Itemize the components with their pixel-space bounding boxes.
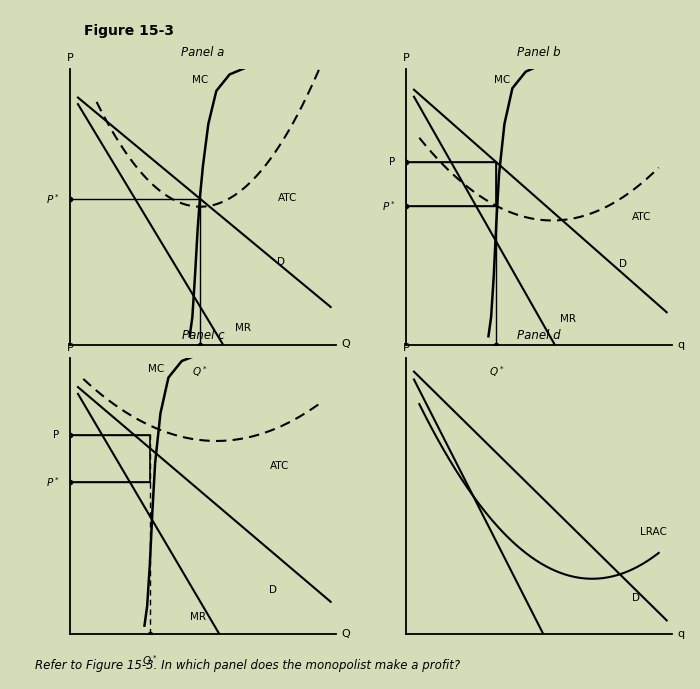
Text: ATC: ATC bbox=[270, 460, 289, 471]
Text: P: P bbox=[66, 342, 74, 353]
Text: Q: Q bbox=[342, 629, 350, 639]
Text: $P^*$: $P^*$ bbox=[46, 192, 60, 206]
Bar bbox=[406, 163, 496, 206]
Text: D: D bbox=[619, 259, 626, 269]
Text: MR: MR bbox=[235, 322, 251, 333]
Text: D: D bbox=[270, 584, 277, 595]
Text: Panel a: Panel a bbox=[181, 45, 225, 59]
Text: Refer to Figure 15-3. In which panel does the monopolist make a profit?: Refer to Figure 15-3. In which panel doe… bbox=[35, 659, 460, 672]
Text: Figure 15-3: Figure 15-3 bbox=[84, 24, 174, 38]
Text: MR: MR bbox=[560, 314, 576, 325]
Text: MR: MR bbox=[190, 612, 206, 622]
Text: MC: MC bbox=[148, 364, 164, 374]
Text: $P^*$: $P^*$ bbox=[46, 475, 60, 489]
Text: Q: Q bbox=[342, 340, 350, 349]
Text: q: q bbox=[678, 629, 685, 639]
Text: P: P bbox=[66, 53, 74, 63]
Text: $Q^*$: $Q^*$ bbox=[142, 653, 158, 668]
Text: ATC: ATC bbox=[632, 212, 652, 223]
Text: q: q bbox=[678, 340, 685, 349]
Text: P: P bbox=[53, 431, 60, 440]
Bar bbox=[70, 435, 150, 482]
Text: $P^*$: $P^*$ bbox=[382, 199, 395, 213]
Text: ATC: ATC bbox=[277, 193, 297, 203]
Text: P: P bbox=[402, 53, 409, 63]
Text: MC: MC bbox=[494, 74, 510, 85]
Text: D: D bbox=[277, 256, 286, 267]
Text: $Q^*$: $Q^*$ bbox=[489, 364, 504, 378]
Text: LRAC: LRAC bbox=[640, 526, 667, 537]
Text: Panel c: Panel c bbox=[182, 329, 224, 342]
Text: MC: MC bbox=[193, 74, 209, 85]
Text: P: P bbox=[389, 157, 396, 167]
Text: $Q^*$: $Q^*$ bbox=[193, 364, 208, 378]
Text: D: D bbox=[632, 593, 640, 603]
Text: P: P bbox=[402, 342, 409, 353]
Text: Panel d: Panel d bbox=[517, 329, 561, 342]
Text: Panel b: Panel b bbox=[517, 45, 561, 59]
